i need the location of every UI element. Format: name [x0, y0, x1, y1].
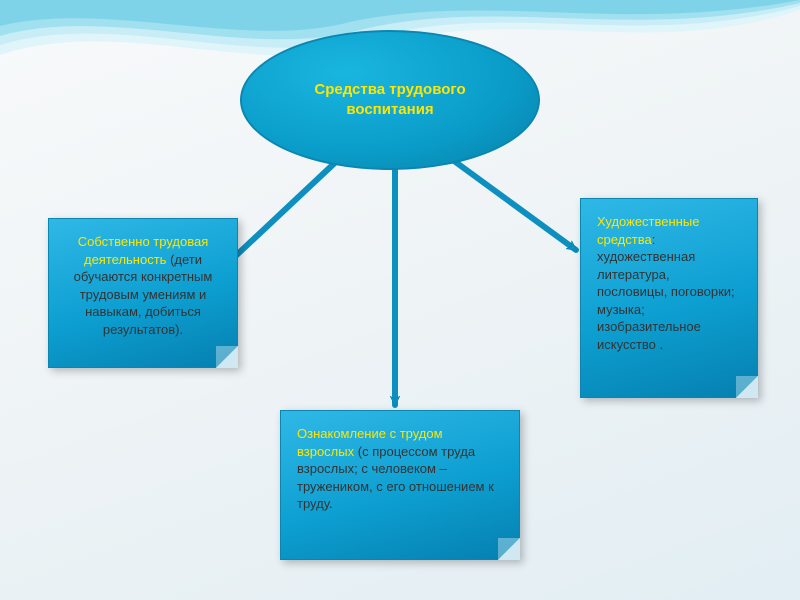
central-concept-title: Средства трудового воспитания: [282, 80, 498, 121]
note-right-lead: Художественные средства: [597, 214, 699, 247]
central-concept-ellipse: Средства трудового воспитания: [240, 30, 540, 170]
note-bottom: Ознакомление с трудом взрослых (с процес…: [280, 410, 520, 560]
note-right: Художественные средства: художественная …: [580, 198, 758, 398]
note-right-body: : художественная литература, пословицы, …: [597, 232, 735, 352]
note-left: Собственно трудовая деятельность (дети о…: [48, 218, 238, 368]
